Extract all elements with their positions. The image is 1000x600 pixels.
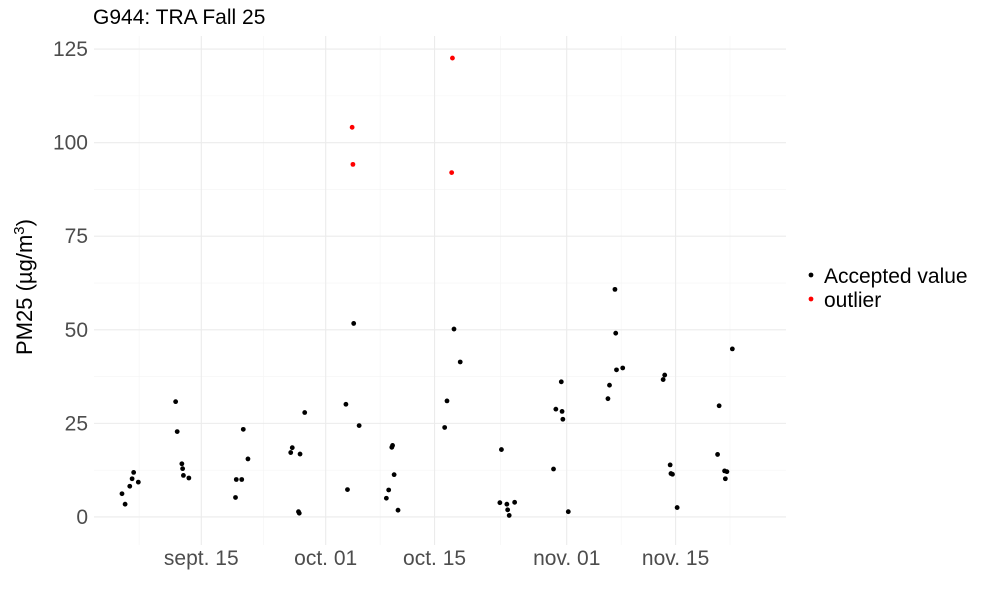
- accepted-point: [391, 472, 397, 478]
- accepted-point: [505, 507, 511, 513]
- accepted-point: [607, 382, 612, 388]
- chart-title: G944: TRA Fall 25: [93, 6, 265, 29]
- accepted-point: [724, 469, 730, 475]
- accepted-point: [296, 510, 302, 516]
- accepted-point: [345, 487, 350, 493]
- accepted-point: [351, 321, 357, 326]
- accepted-point: [613, 330, 619, 336]
- accepted-point: [605, 396, 611, 402]
- accepted-point: [245, 456, 251, 462]
- accepted-point: [497, 500, 503, 506]
- y-tick-label: 75: [65, 225, 88, 248]
- x-axis-ticks: sept. 15 oct. 01 oct. 15 nov. 01 nov. 15: [164, 547, 709, 570]
- accepted-point: [551, 466, 556, 472]
- accepted-point: [233, 495, 238, 500]
- accepted-point: [129, 476, 135, 482]
- legend-key-accepted: [808, 272, 814, 278]
- accepted-point: [559, 408, 565, 414]
- accepted-point: [674, 505, 680, 510]
- accepted-point: [395, 507, 401, 513]
- accepted-point: [729, 346, 735, 352]
- x-tick-label: nov. 15: [642, 547, 709, 570]
- accepted-point: [127, 483, 133, 489]
- y-axis-title: PM25 (µg/m3): [11, 219, 37, 355]
- y-tick-label: 50: [65, 319, 88, 342]
- accepted-point: [356, 423, 362, 429]
- legend-label-outlier: outlier: [824, 289, 881, 312]
- accepted-point: [233, 477, 239, 482]
- accepted-point: [451, 326, 457, 332]
- legend: Accepted value outlier: [808, 265, 968, 312]
- minor-gridlines: [94, 36, 786, 545]
- accepted-point: [565, 509, 571, 515]
- accepted-point: [512, 499, 518, 505]
- y-axis-ticks: 0 25 50 75 100 125: [53, 38, 88, 529]
- accepted-point: [186, 475, 192, 481]
- accepted-point: [444, 398, 450, 404]
- accepted-point: [383, 495, 389, 501]
- accepted-point: [457, 359, 463, 365]
- data-points: [119, 55, 735, 518]
- accepted-point: [722, 476, 728, 482]
- accepted-point: [715, 452, 720, 457]
- x-tick-label: oct. 01: [294, 547, 357, 570]
- accepted-point: [131, 469, 137, 475]
- accepted-point: [122, 501, 128, 507]
- y-tick-label: 25: [65, 412, 88, 435]
- outlier-point: [350, 161, 356, 167]
- accepted-point: [504, 501, 510, 507]
- accepted-point: [119, 491, 125, 497]
- accepted-point: [553, 406, 559, 412]
- legend-key-outlier: [808, 296, 814, 302]
- outlier-point: [450, 55, 455, 61]
- accepted-point: [716, 403, 722, 409]
- accepted-point: [386, 487, 392, 493]
- accepted-point: [289, 445, 295, 451]
- accepted-point: [612, 286, 618, 292]
- accepted-point: [442, 425, 448, 430]
- accepted-point: [390, 443, 395, 448]
- accepted-point: [297, 451, 303, 457]
- accepted-point: [499, 447, 504, 452]
- accepted-point: [135, 479, 141, 485]
- y-tick-label: 100: [53, 132, 88, 155]
- y-tick-label: 0: [76, 506, 88, 529]
- accepted-point: [662, 372, 668, 378]
- accepted-point: [614, 367, 619, 373]
- legend-label-accepted: Accepted value: [824, 265, 968, 288]
- y-tick-label: 125: [53, 38, 88, 61]
- accepted-point: [173, 399, 179, 405]
- x-tick-label: nov. 01: [533, 547, 600, 570]
- accepted-point: [180, 466, 186, 472]
- accepted-point: [181, 472, 186, 478]
- accepted-point: [174, 429, 180, 434]
- accepted-point: [179, 461, 185, 467]
- major-gridlines: [94, 36, 786, 545]
- accepted-point: [560, 416, 566, 422]
- outlier-point: [449, 170, 455, 176]
- accepted-point: [670, 471, 675, 477]
- accepted-point: [506, 513, 512, 518]
- accepted-point: [620, 365, 626, 371]
- accepted-point: [558, 379, 564, 385]
- accepted-point: [343, 401, 349, 407]
- accepted-point: [240, 426, 246, 432]
- accepted-point: [660, 377, 666, 382]
- accepted-point: [239, 477, 245, 482]
- accepted-point: [667, 462, 673, 468]
- accepted-point: [288, 450, 294, 455]
- outlier-point: [349, 124, 355, 130]
- accepted-point: [302, 410, 308, 415]
- x-tick-label: sept. 15: [164, 547, 239, 570]
- x-tick-label: oct. 15: [403, 547, 466, 570]
